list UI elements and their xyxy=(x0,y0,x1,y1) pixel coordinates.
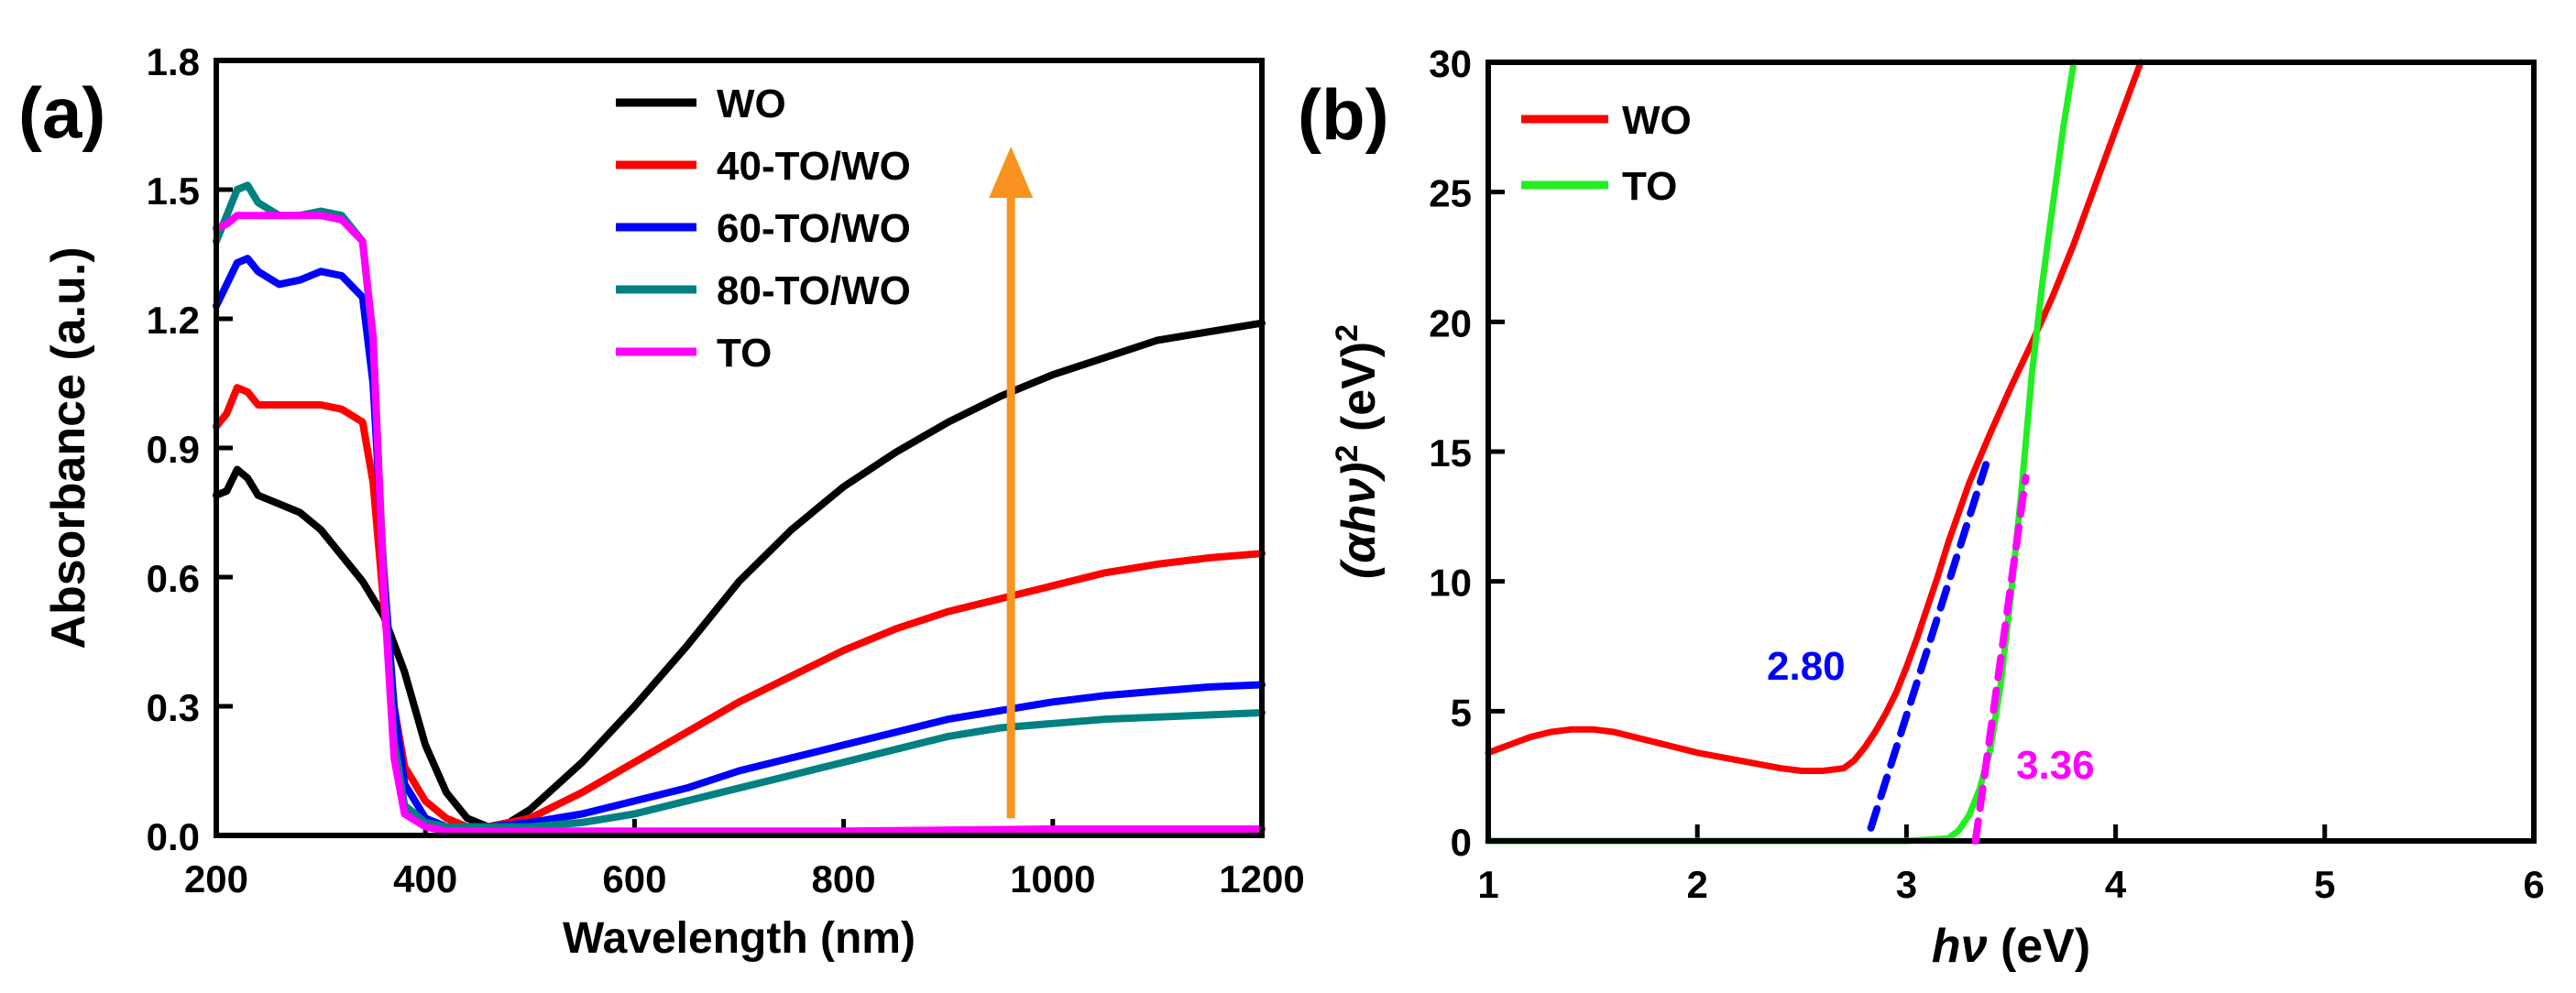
panel-a-y-tick-label: 1.5 xyxy=(147,169,200,213)
panel-a: 200 400 600 800 1000 1200 0.0 0.3 0.6 0.9 1.2 1.5 1.… xyxy=(18,40,1305,963)
panel-a-label: (a) xyxy=(18,72,105,153)
panel-b-x-tick-label: 3 xyxy=(1896,863,1917,906)
panel-a-x-tick-label: 600 xyxy=(602,857,666,900)
legend-label-wo: WO xyxy=(717,82,786,126)
y-axis-title-part: (eV) xyxy=(1332,342,1386,445)
panel-a-x-axis-title: Wavelength (nm) xyxy=(563,914,915,963)
panel-b-x-tick-label: 6 xyxy=(2523,863,2544,906)
panel-b-y-tick-label: 30 xyxy=(1429,42,1472,85)
panel-b-curves xyxy=(1485,59,2144,845)
panel-a-series-line-40-to-wo xyxy=(213,384,1266,831)
panel-b-y-tick-label: 5 xyxy=(1451,691,1472,734)
panel-b-fit-lines: 2.80 3.36 xyxy=(1767,461,2095,845)
panel-a-legend: WO 40-TO/WO 60-TO/WO 80-TO/WO TO xyxy=(616,82,911,376)
panel-b-series-line-to xyxy=(1485,59,2077,845)
panel-a-series-line-to xyxy=(213,212,1266,835)
y-axis-title-superscript: 2 xyxy=(1330,324,1365,342)
panel-a-y-tick-label: 1.8 xyxy=(147,40,200,83)
panel-a-x-tick-label: 1000 xyxy=(1010,857,1095,900)
panel-b-x-tick-label: 5 xyxy=(2314,863,2335,906)
x-axis-title-symbol: hν xyxy=(1932,920,1988,973)
legend-label-to: TO xyxy=(1622,164,1677,209)
panel-a-y-tick-label: 1.2 xyxy=(147,299,200,342)
panel-b-series-line-wo xyxy=(1485,59,2144,774)
panel-b-x-tick-label: 4 xyxy=(2105,863,2127,906)
panel-b-label: (b) xyxy=(1298,74,1389,155)
panel-a-tick-layer: 200 400 600 800 1000 1200 0.0 0.3 0.6 0.9 1.2 1.5 1.… xyxy=(147,40,1305,900)
panel-a-trend-arrow xyxy=(989,147,1034,819)
panel-b-y-tick-label: 10 xyxy=(1429,562,1472,605)
panel-b-plot-frame xyxy=(1485,60,2537,844)
legend-label-60-to-wo: 60-TO/WO xyxy=(717,206,911,251)
panel-b-y-tick-label: 20 xyxy=(1429,301,1472,344)
panel-b-x-axis-title: hν (eV) xyxy=(1932,920,2090,973)
panel-b-fit-line-1 xyxy=(1867,461,1990,832)
panel-b-y-axis-title: (αhν)2 (eV)2 xyxy=(1330,324,1386,579)
panel-a-y-tick-label: 0.0 xyxy=(147,815,200,858)
legend-label-80-to-wo: 80-TO/WO xyxy=(717,268,911,313)
panel-b-y-tick-label: 15 xyxy=(1429,431,1472,475)
legend-label-to: TO xyxy=(717,331,772,376)
panel-b-y-tick-label: 25 xyxy=(1429,172,1472,215)
panel-b-x-tick-label: 2 xyxy=(1687,863,1708,906)
legend-label-wo: WO xyxy=(1622,98,1692,143)
legend-label-40-to-wo: 40-TO/WO xyxy=(717,144,911,189)
panel-b-y-tick-label: 0 xyxy=(1451,821,1472,864)
panel-a-y-tick-label: 0.3 xyxy=(147,686,200,729)
panel-a-x-tick-label: 400 xyxy=(393,857,457,900)
panel-b-fit-line-2 xyxy=(1971,474,2030,845)
panel-a-y-axis-title: Absorbance (a.u.) xyxy=(42,246,95,649)
x-axis-title-unit: (eV) xyxy=(1988,920,2091,973)
panel-a-y-tick-label: 0.6 xyxy=(147,557,200,600)
panel-a-plot-frame xyxy=(214,58,1265,838)
panel-b-legend: WO TO xyxy=(1521,98,1692,209)
y-axis-title-part: (αhν) xyxy=(1332,462,1386,579)
fit-value-label-to: 3.36 xyxy=(2016,743,2095,788)
trend-arrow-head xyxy=(989,147,1034,198)
y-axis-title-superscript: 2 xyxy=(1330,445,1365,463)
panel-a-x-tick-label: 200 xyxy=(184,857,248,900)
panel-a-curves xyxy=(213,181,1266,835)
fit-value-label-wo: 2.80 xyxy=(1767,644,1846,689)
panel-a-x-tick-label: 800 xyxy=(812,857,876,900)
panel-a-y-tick-label: 0.9 xyxy=(147,428,200,471)
panel-a-x-tick-label: 1200 xyxy=(1219,857,1304,900)
panel-b: 1 2 3 4 5 6 0 5 10 15 20 25 30 WO TO 2.80 3.36 (b) hν … xyxy=(1298,42,2545,973)
panel-b-x-tick-label: 1 xyxy=(1477,863,1498,906)
